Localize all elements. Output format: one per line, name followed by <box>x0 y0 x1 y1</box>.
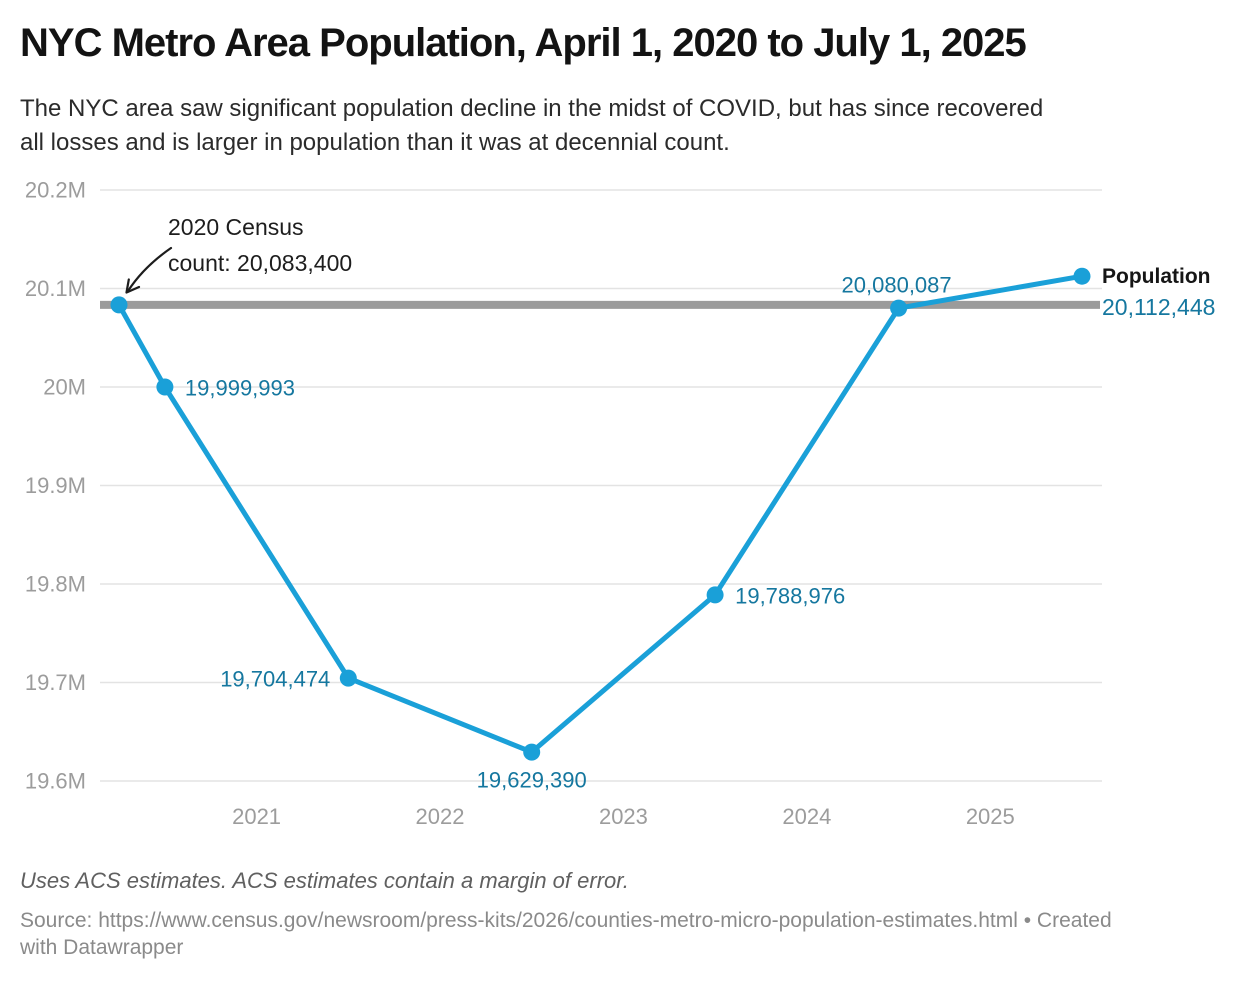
x-axis-label: 2021 <box>232 804 281 829</box>
y-axis-label: 20M <box>43 375 86 400</box>
data-point <box>110 296 128 314</box>
y-axis-label: 20.1M <box>25 276 86 301</box>
annotation-arrowhead <box>125 278 141 294</box>
data-point <box>706 586 724 604</box>
chart-subtitle: The NYC area saw significant population … <box>20 95 1044 156</box>
chart-source: Source: https://www.census.gov/newsroom/… <box>20 909 1112 959</box>
y-axis-label: 19.7M <box>25 670 86 695</box>
y-axis-label: 20.2M <box>25 178 86 203</box>
data-point <box>1073 267 1091 285</box>
data-point <box>339 669 357 687</box>
x-axis-label: 2024 <box>782 804 831 829</box>
y-axis-label: 19.9M <box>25 473 86 498</box>
series-legend-label: Population <box>1102 265 1211 288</box>
data-point <box>156 378 174 396</box>
data-point-label: 20,080,087 <box>842 273 952 298</box>
chart-notes: Uses ACS estimates. ACS estimates contai… <box>20 868 629 893</box>
y-axis-label: 19.8M <box>25 572 86 597</box>
data-point <box>523 743 541 761</box>
x-axis-label: 2022 <box>416 804 465 829</box>
data-point <box>890 299 908 317</box>
y-axis-label: 19.6M <box>25 769 86 794</box>
data-point-label: 19,788,976 <box>735 583 845 608</box>
x-axis-label: 2023 <box>599 804 648 829</box>
series-legend: Population 20,112,448 <box>1102 264 1215 322</box>
x-axis-label: 2025 <box>966 804 1015 829</box>
census-annotation: 2020 Census count: 20,083,400 <box>168 214 353 276</box>
data-point-label: 19,999,993 <box>185 376 295 401</box>
series-legend-value: 20,112,448 <box>1102 294 1216 320</box>
chart-title: NYC Metro Area Population, April 1, 2020… <box>20 21 1027 65</box>
data-point-label: 19,704,474 <box>220 667 330 692</box>
data-point-label: 19,629,390 <box>477 768 587 793</box>
annotation-arrow <box>126 246 173 293</box>
